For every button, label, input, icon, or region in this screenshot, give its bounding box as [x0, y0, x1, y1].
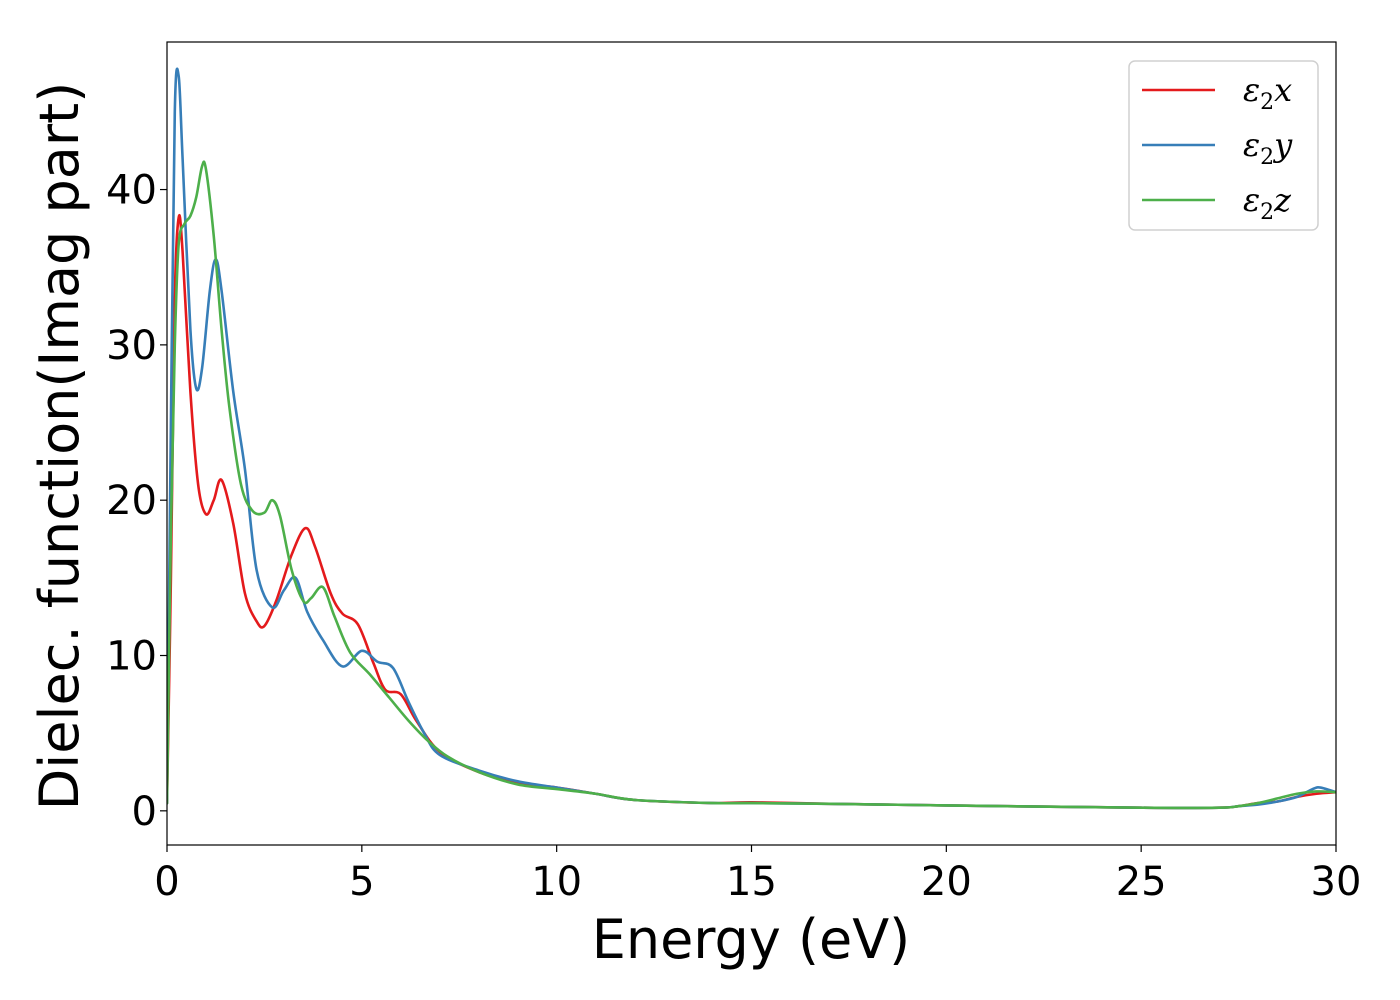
x-tick-label: 25	[1116, 859, 1167, 905]
legend-subscript: 2	[1260, 200, 1274, 225]
x-axis: 0 5 10 15 20 25 30	[154, 845, 1361, 905]
series-line-x	[167, 214, 1336, 810]
y-tick-label: 10	[106, 634, 157, 680]
legend-label-x: ε2x	[1243, 71, 1292, 115]
y-tick-label: 30	[106, 323, 157, 369]
legend-symbol: ε	[1243, 71, 1260, 109]
y-axis-title: Dielec. function(Imag part)	[28, 82, 91, 811]
y-tick-label: 0	[132, 789, 157, 835]
legend-label-z: ε2z	[1243, 181, 1292, 225]
legend-component: x	[1274, 71, 1292, 109]
y-tick-label: 20	[106, 478, 157, 524]
series-line-z	[167, 160, 1336, 810]
x-axis-title: Energy (eV)	[592, 908, 911, 971]
y-tick-label: 40	[106, 168, 157, 214]
x-tick-label: 0	[154, 859, 179, 905]
legend-label-y: ε2y	[1243, 126, 1293, 170]
legend-component: z	[1273, 181, 1292, 219]
x-tick-label: 15	[726, 859, 777, 905]
x-tick-label: 5	[349, 859, 374, 905]
legend-symbol: ε	[1243, 181, 1260, 219]
legend-box	[1128, 60, 1319, 231]
legend-symbol: ε	[1243, 126, 1260, 164]
legend-subscript: 2	[1260, 145, 1274, 170]
y-axis: 0 10 20 30 40	[106, 168, 167, 835]
x-tick-label: 10	[531, 859, 582, 905]
series-layer	[167, 67, 1336, 810]
x-tick-label: 20	[921, 859, 972, 905]
legend-subscript: 2	[1260, 90, 1274, 115]
legend-component: y	[1272, 126, 1293, 164]
x-tick-label: 30	[1311, 859, 1362, 905]
